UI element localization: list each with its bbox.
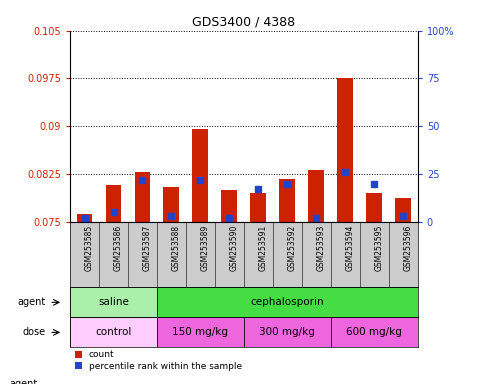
Bar	[192, 129, 209, 222]
Bar	[157, 287, 418, 317]
Legend: count, percentile rank within the sample: count, percentile rank within the sample	[74, 350, 242, 371]
Text: 300 mg/kg: 300 mg/kg	[259, 328, 315, 338]
Bar	[157, 317, 244, 348]
Title: GDS3400 / 4388: GDS3400 / 4388	[192, 15, 296, 28]
Text: GSM253592: GSM253592	[287, 225, 297, 271]
Text: GSM253588: GSM253588	[171, 225, 181, 271]
Bar	[279, 179, 295, 222]
Bar	[76, 214, 92, 222]
Text: control: control	[95, 328, 132, 338]
Bar	[308, 170, 325, 222]
Text: GSM253594: GSM253594	[345, 225, 355, 271]
Text: agent: agent	[17, 297, 46, 307]
Bar	[244, 317, 331, 348]
Text: GSM253593: GSM253593	[316, 225, 326, 271]
Text: GSM253590: GSM253590	[229, 225, 239, 271]
Text: GSM253585: GSM253585	[85, 225, 94, 271]
Text: 150 mg/kg: 150 mg/kg	[172, 328, 228, 338]
Bar	[366, 192, 383, 222]
Bar	[337, 78, 353, 222]
Text: agent: agent	[10, 379, 38, 384]
Text: cephalosporin: cephalosporin	[251, 297, 324, 307]
Bar	[251, 192, 267, 222]
Bar	[221, 190, 237, 222]
Bar	[331, 317, 418, 348]
Text: dose: dose	[23, 328, 46, 338]
Text: GSM253587: GSM253587	[142, 225, 152, 271]
Text: saline: saline	[98, 297, 129, 307]
Bar	[105, 185, 121, 222]
Bar	[163, 187, 180, 222]
Text: GSM253595: GSM253595	[374, 225, 384, 271]
Bar	[70, 287, 157, 317]
Bar	[134, 172, 150, 222]
Text: GSM253591: GSM253591	[258, 225, 268, 271]
Bar	[70, 317, 157, 348]
Text: GSM253586: GSM253586	[114, 225, 123, 271]
Text: GSM253589: GSM253589	[200, 225, 210, 271]
Bar	[395, 198, 411, 222]
Text: 600 mg/kg: 600 mg/kg	[346, 328, 402, 338]
Text: GSM253596: GSM253596	[403, 225, 412, 271]
